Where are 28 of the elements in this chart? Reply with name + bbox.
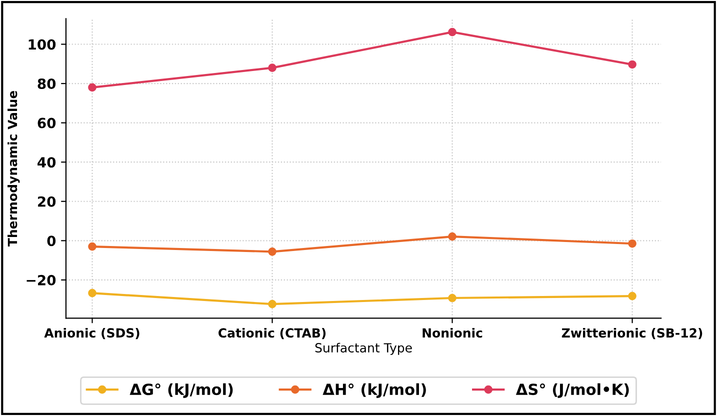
point	[88, 242, 96, 251]
legend-label: ΔS° (J/mol•K)	[516, 383, 629, 398]
y-tick-label: 60	[38, 118, 56, 128]
point	[448, 294, 456, 302]
point	[628, 239, 636, 248]
legend-label: ΔG° (kJ/mol)	[130, 383, 233, 398]
x-tick-label: Nonionic	[422, 328, 482, 338]
point	[628, 60, 636, 69]
y-tick-label: 100	[28, 39, 56, 50]
y-tick-label: 40	[38, 157, 56, 168]
point	[88, 83, 96, 92]
x-tick-label: Anionic (SDS)	[44, 328, 140, 340]
y-tick-label: −20	[26, 274, 56, 286]
y-tick-label: 80	[38, 78, 56, 90]
legend-label: ΔH° (kJ/mol)	[322, 383, 426, 398]
x-tick-label: Cationic (CTAB)	[218, 328, 326, 340]
x-axis-title: Surfactant Type	[315, 342, 412, 355]
point	[268, 64, 276, 72]
y-axis-title: Thermodynamic Value	[8, 90, 20, 247]
point	[268, 300, 276, 308]
point	[88, 288, 96, 298]
point	[268, 247, 276, 256]
x-tick-label: Zwitterionic (SB-12)	[562, 328, 702, 340]
point	[628, 292, 636, 300]
y-tick-label: 20	[38, 196, 56, 207]
point	[448, 232, 456, 241]
point	[448, 28, 456, 36]
y-tick-label: 0	[47, 236, 56, 246]
